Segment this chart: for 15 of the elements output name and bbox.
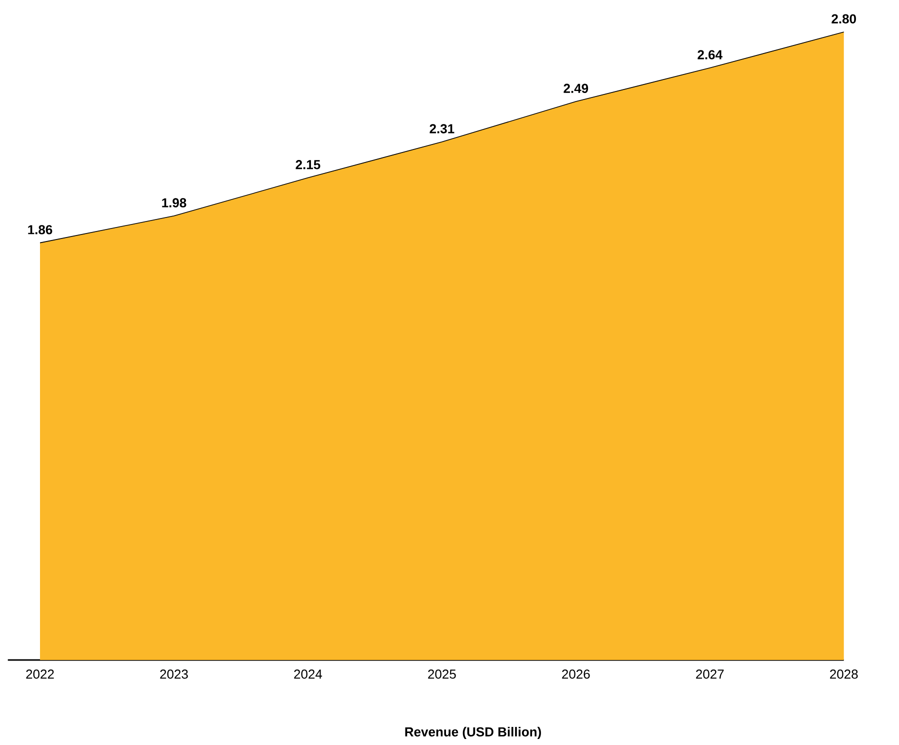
x-tick-label: 2027 [696,670,724,679]
x-tick-label: 2026 [562,670,590,679]
data-label: 1.86 [28,225,52,234]
x-tick-label: 2024 [294,670,322,679]
x-tick-label: 2025 [428,670,456,679]
x-tick-label: 2028 [830,670,858,679]
data-label: 2.15 [296,160,320,170]
data-label: 1.98 [162,198,186,208]
text: Revenue (USD Billion) [405,726,541,740]
x-tick-label: 2022 [26,670,54,679]
data-label: 2.64 [698,50,722,60]
data-label: 2.49 [564,84,588,93]
data-label: 2.31 [430,124,454,134]
data-label: 2.80 [832,14,856,24]
x-tick-label: 2023 [160,670,188,679]
